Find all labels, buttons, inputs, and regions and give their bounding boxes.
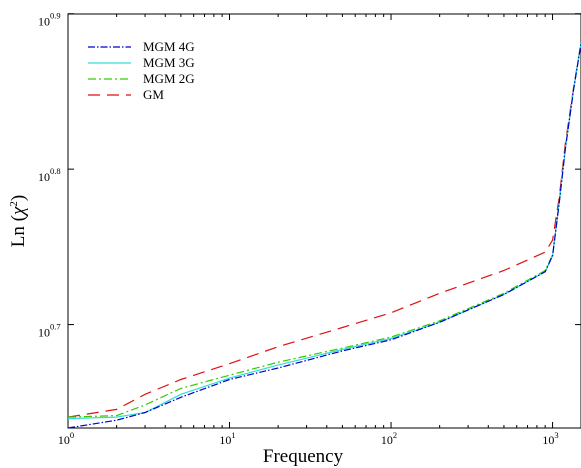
x-axis-title: Frequency xyxy=(263,446,344,467)
series-line xyxy=(67,43,581,418)
y-axis-title-prefix: Ln ( xyxy=(8,215,29,247)
y-tick-label-exp: 0.9 xyxy=(50,11,61,21)
y-tick-label-exp: 0.7 xyxy=(50,322,61,332)
legend-label: MGM 3G xyxy=(143,55,195,70)
legend-label: GM xyxy=(143,87,164,102)
series-line xyxy=(67,43,581,429)
y-axis-title-close: ) xyxy=(8,195,29,201)
y-tick-label: 100.8 xyxy=(38,166,61,184)
y-tick-label-base: 10 xyxy=(38,326,50,340)
x-tick-label-base: 10 xyxy=(542,433,554,447)
x-tick-label: 101 xyxy=(219,430,235,447)
x-tick-label: 103 xyxy=(542,430,558,447)
x-tick-label-exp: 3 xyxy=(554,430,558,440)
x-tick-label-base: 10 xyxy=(219,433,231,447)
axis-ticks xyxy=(67,13,581,428)
y-tick-label-base: 10 xyxy=(38,170,50,184)
legend-label: MGM 4G xyxy=(143,39,195,54)
x-tick-label-base: 10 xyxy=(381,433,393,447)
y-tick-label: 100.9 xyxy=(38,11,61,29)
x-tick-label-exp: 1 xyxy=(231,430,235,440)
x-tick-label-exp: 0 xyxy=(70,430,74,440)
x-tick-label-exp: 2 xyxy=(393,430,397,440)
x-tick-label: 100 xyxy=(58,430,74,447)
x-tick-label: 102 xyxy=(381,430,397,447)
x-tick-label-base: 10 xyxy=(58,433,70,447)
y-tick-label: 100.7 xyxy=(38,322,61,340)
y-axis-title: Ln (χ2) xyxy=(8,195,29,247)
y-tick-label-base: 10 xyxy=(38,15,50,29)
plot-frame xyxy=(67,13,581,429)
legend-label: MGM 2G xyxy=(143,71,195,86)
y-tick-label-exp: 0.8 xyxy=(50,166,61,176)
y-axis-title-power: 2 xyxy=(8,201,20,207)
y-axis-title-symbol: χ xyxy=(8,206,29,217)
x-tick-labels: 100 101 102 103 xyxy=(58,430,559,447)
series-line xyxy=(67,43,581,418)
series-lines xyxy=(67,43,581,429)
